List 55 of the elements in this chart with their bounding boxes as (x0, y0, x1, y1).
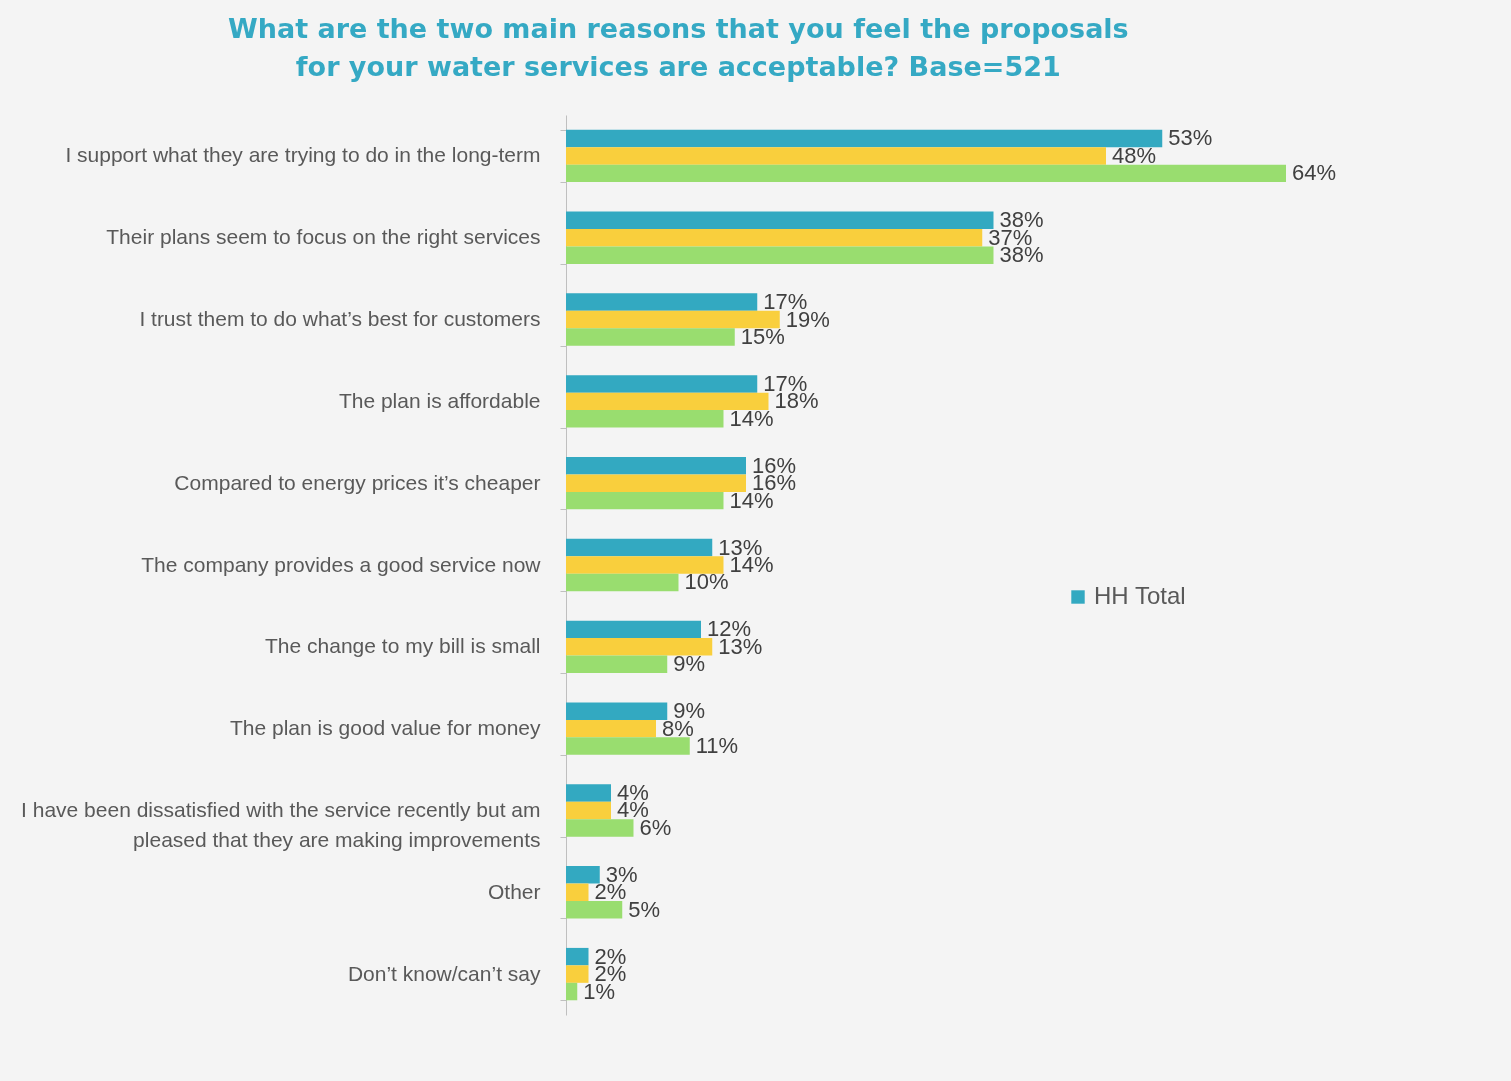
y-tick-label: I support what they are trying to do in the long-term (65, 143, 541, 167)
y-tick-label: Other (487, 879, 541, 903)
bar (566, 638, 713, 656)
bar (566, 901, 623, 919)
bar (566, 410, 724, 428)
bar (566, 164, 1286, 183)
bar (566, 883, 589, 901)
y-tick-label: The change to my bill is small (265, 634, 541, 658)
bar (566, 982, 578, 1001)
y-tick-label: The plan is good value for money (229, 716, 541, 740)
bar (566, 737, 690, 755)
bar (566, 538, 713, 557)
y-tick-label: Don’t know/can’t say (347, 961, 541, 985)
bar (566, 392, 769, 411)
bar (566, 866, 600, 884)
bar (566, 819, 634, 837)
data-label: 11% (695, 733, 739, 759)
bar (566, 457, 746, 475)
y-tick-label: Compared to energy prices it’s cheaper (174, 470, 541, 494)
bar (566, 947, 589, 966)
bar (566, 147, 1106, 165)
bar (566, 573, 679, 592)
chart-title: What are the two main reasons that you feel the proposals for your water services are acceptable? Base=521 (227, 13, 1129, 82)
data-label: 14% (729, 405, 774, 431)
bar (566, 719, 656, 738)
bar (566, 702, 668, 720)
bar (566, 474, 746, 492)
bar (566, 211, 994, 229)
y-tick-label: Their plans seem to focus on the right services (106, 225, 541, 249)
bar (566, 784, 611, 802)
data-label: 48% (1112, 142, 1157, 168)
bar (566, 310, 780, 329)
bar (566, 491, 724, 510)
data-label: 64% (1292, 160, 1337, 186)
legend-label: HH Total (1094, 582, 1186, 609)
bar (566, 375, 758, 393)
data-label: 5% (628, 896, 661, 922)
y-tick-label: I have been dissatisfied with the service recently but am pleased that they are making improvements (21, 797, 541, 851)
y-tick-label: I trust them to do what’s best for customers (139, 307, 541, 331)
y-tick-label: The company provides a good service now (141, 552, 542, 576)
bar (566, 328, 735, 346)
bar (566, 293, 758, 311)
bar (566, 801, 611, 820)
bar (566, 965, 589, 983)
data-label: 10% (684, 569, 729, 595)
data-label: 15% (740, 324, 785, 349)
bar (566, 620, 701, 639)
bar (566, 556, 724, 574)
data-label: 53% (1168, 125, 1213, 151)
data-label: 9% (673, 651, 706, 677)
bar (566, 246, 994, 264)
bar (566, 655, 668, 673)
bar (566, 129, 1163, 148)
y-tick-label: The plan is affordable (338, 388, 541, 412)
bar (566, 229, 983, 247)
